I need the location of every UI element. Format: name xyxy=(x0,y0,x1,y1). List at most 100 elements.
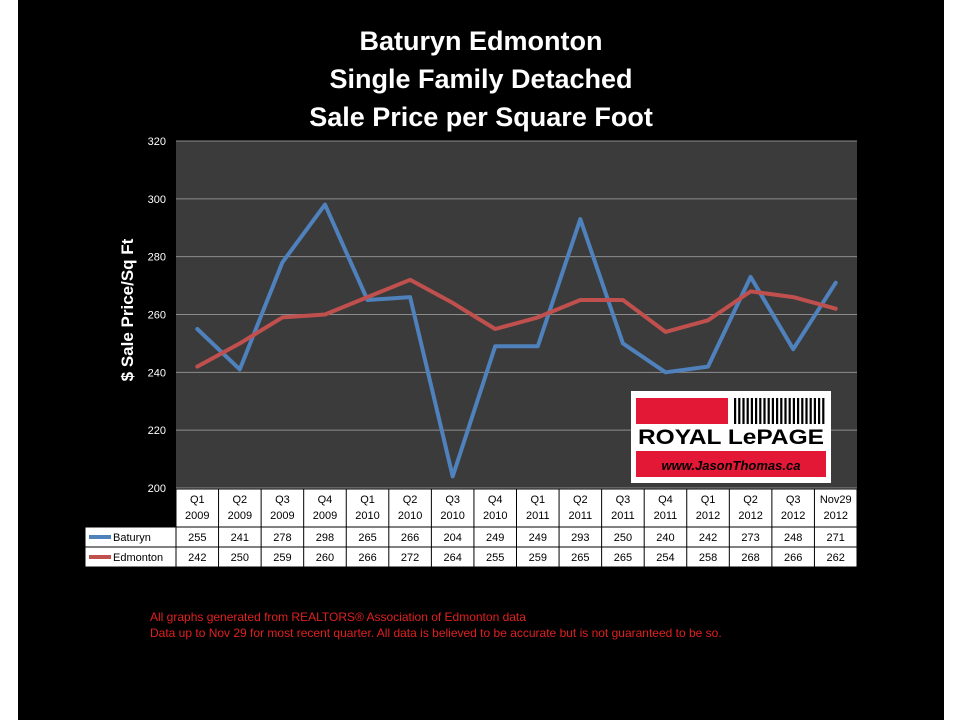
footnote-disclaimer: Data up to Nov 29 for most recent quarte… xyxy=(150,626,722,640)
x-category-year: 2011 xyxy=(654,510,678,522)
logo-stripe xyxy=(797,398,800,424)
logo-stripe xyxy=(738,398,741,424)
data-value-baturyn: 240 xyxy=(656,532,674,544)
logo-stripe xyxy=(822,398,825,424)
x-category-label: Q4 xyxy=(658,494,673,506)
x-category-year: 2011 xyxy=(526,510,550,522)
x-category-label: Q2 xyxy=(233,494,248,506)
logo-stripe xyxy=(818,398,821,424)
y-tick-label: 280 xyxy=(148,252,166,264)
x-category-label: Q1 xyxy=(530,494,545,506)
logo-stripe xyxy=(742,398,745,424)
x-category-label: Q3 xyxy=(445,494,460,506)
data-value-baturyn: 273 xyxy=(741,532,759,544)
data-value-edmonton: 259 xyxy=(273,552,291,564)
x-category-year: 2011 xyxy=(611,510,635,522)
x-category-label: Q2 xyxy=(743,494,758,506)
legend-label-edmonton: Edmonton xyxy=(113,552,163,564)
data-value-baturyn: 298 xyxy=(316,532,334,544)
data-value-baturyn: 278 xyxy=(273,532,291,544)
logo-stripe xyxy=(813,398,816,424)
logo-stripe xyxy=(759,398,762,424)
data-value-edmonton: 258 xyxy=(699,552,717,564)
data-value-edmonton: 255 xyxy=(486,552,504,564)
x-category-year: 2012 xyxy=(823,510,847,522)
y-tick-label: 220 xyxy=(148,425,166,437)
data-value-edmonton: 260 xyxy=(316,552,334,564)
x-category-year: 2012 xyxy=(781,510,805,522)
x-category-label: Q3 xyxy=(275,494,290,506)
x-category-year: 2010 xyxy=(355,510,379,522)
data-value-edmonton: 272 xyxy=(401,552,419,564)
chart-title-line-2: Single Family Detached xyxy=(329,64,633,94)
x-category-year: 2009 xyxy=(270,510,294,522)
data-value-edmonton: 262 xyxy=(827,552,845,564)
data-value-baturyn: 293 xyxy=(571,532,589,544)
legend-label-baturyn: Baturyn xyxy=(113,532,151,544)
logo-stripe xyxy=(805,398,808,424)
x-category-label: Nov29 xyxy=(820,494,852,506)
logo-stripe xyxy=(809,398,812,424)
x-category-label: Q4 xyxy=(318,494,333,506)
data-value-baturyn: 250 xyxy=(614,532,632,544)
logo-stripe xyxy=(734,398,737,424)
data-value-edmonton: 259 xyxy=(529,552,547,564)
logo-stripe xyxy=(801,398,804,424)
x-category-year: 2012 xyxy=(738,510,762,522)
logo-stripe xyxy=(763,398,766,424)
data-value-baturyn: 242 xyxy=(699,532,717,544)
data-value-edmonton: 250 xyxy=(231,552,249,564)
logo-stripe xyxy=(776,398,779,424)
logo-brand-text: ROYAL LePAGE xyxy=(638,426,824,449)
logo-stripe xyxy=(750,398,753,424)
logo-stripe xyxy=(780,398,783,424)
x-category-year: 2010 xyxy=(440,510,464,522)
x-category-year: 2011 xyxy=(569,510,593,522)
logo-stripe xyxy=(792,398,795,424)
y-tick-label: 260 xyxy=(148,310,166,322)
logo-stripe xyxy=(746,398,749,424)
series-line-edmonton xyxy=(195,277,838,369)
x-category-label: Q1 xyxy=(701,494,716,506)
data-value-baturyn: 265 xyxy=(358,532,376,544)
x-category-label: Q2 xyxy=(403,494,418,506)
x-category-label: Q3 xyxy=(616,494,631,506)
data-value-baturyn: 255 xyxy=(188,532,206,544)
x-category-label: Q1 xyxy=(190,494,205,506)
x-category-label: Q1 xyxy=(360,494,375,506)
x-category-year: 2012 xyxy=(696,510,720,522)
data-value-edmonton: 242 xyxy=(188,552,206,564)
x-category-label: Q2 xyxy=(573,494,588,506)
x-category-year: 2009 xyxy=(185,510,209,522)
logo-stripe xyxy=(788,398,791,424)
y-tick-label: 200 xyxy=(148,483,166,495)
data-value-edmonton: 268 xyxy=(741,552,759,564)
logo-stripe xyxy=(771,398,774,424)
data-value-baturyn: 271 xyxy=(827,532,845,544)
logo-stripe xyxy=(755,398,758,424)
logo-website-text: www.JasonThomas.ca xyxy=(662,458,801,473)
chart-title-line-1: Baturyn Edmonton xyxy=(359,26,603,56)
data-value-edmonton: 266 xyxy=(784,552,802,564)
x-category-label: Q4 xyxy=(488,494,503,506)
x-category-year: 2009 xyxy=(313,510,337,522)
data-value-baturyn: 241 xyxy=(231,532,249,544)
logo-bottom-bar xyxy=(636,451,826,477)
data-value-baturyn: 248 xyxy=(784,532,802,544)
data-value-baturyn: 204 xyxy=(443,532,461,544)
y-tick-label: 300 xyxy=(148,194,166,206)
data-value-baturyn: 266 xyxy=(401,532,419,544)
logo-stripe xyxy=(767,398,770,424)
footnote-source: All graphs generated from REALTORS® Asso… xyxy=(150,610,526,624)
y-tick-label: 240 xyxy=(148,367,166,379)
data-value-edmonton: 265 xyxy=(614,552,632,564)
x-category-year: 2010 xyxy=(483,510,507,522)
data-value-baturyn: 249 xyxy=(486,532,504,544)
data-value-baturyn: 249 xyxy=(529,532,547,544)
data-value-edmonton: 254 xyxy=(656,552,674,564)
data-value-edmonton: 265 xyxy=(571,552,589,564)
x-category-label: Q3 xyxy=(786,494,801,506)
y-tick-label: 320 xyxy=(148,136,166,148)
data-value-edmonton: 264 xyxy=(443,552,461,564)
